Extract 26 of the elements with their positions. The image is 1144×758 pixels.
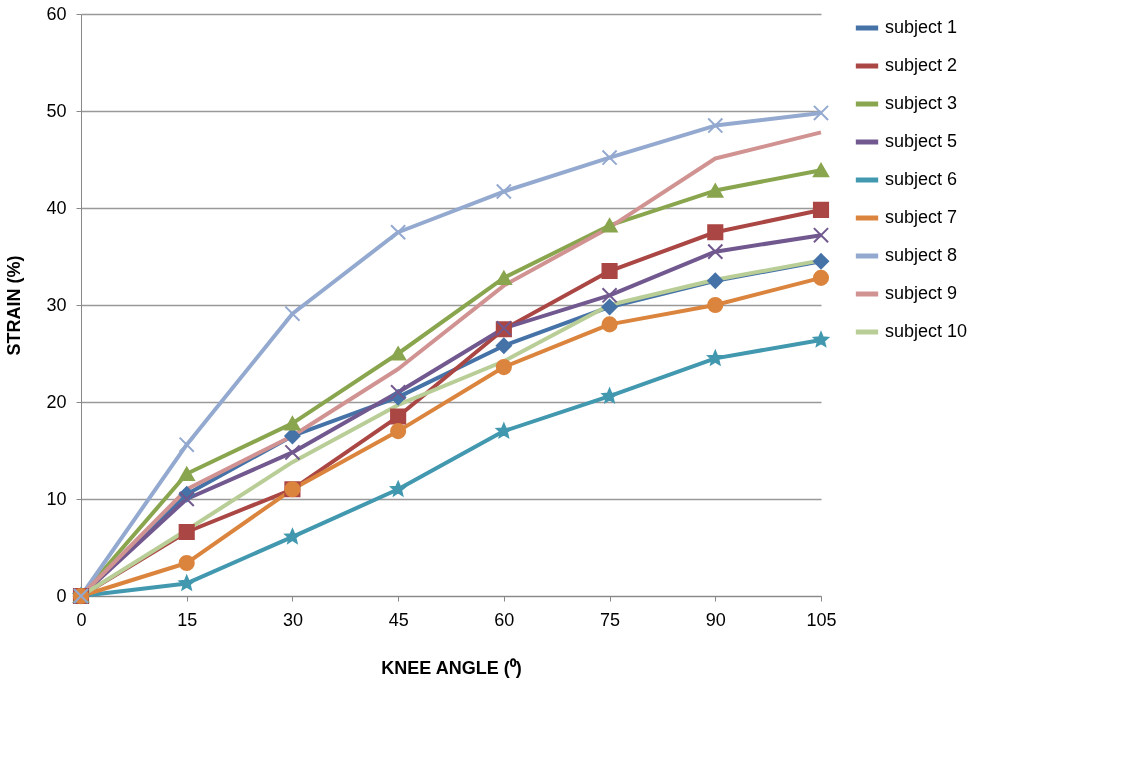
x-tick-label: 90 [705, 609, 726, 630]
y-axis-title: STRAIN (%) [4, 255, 25, 356]
y-tick-label: 40 [46, 197, 67, 218]
x-tick-label: 75 [600, 609, 621, 630]
x-axis-title: KNEE ANGLE (⁰) [381, 657, 522, 678]
y-tick-label: 20 [46, 391, 67, 412]
legend-label: subject 9 [885, 283, 958, 303]
legend-label: subject 6 [885, 169, 958, 189]
legend-label: subject 5 [885, 131, 958, 151]
legend-label: subject 10 [885, 321, 968, 341]
x-tick-label: 45 [388, 609, 409, 630]
legend-label: subject 7 [885, 207, 958, 227]
x-tick-label: 105 [806, 609, 837, 630]
y-tick-label: 10 [46, 488, 67, 509]
x-tick-label: 30 [282, 609, 303, 630]
y-tick-label: 30 [46, 294, 67, 315]
legend-label: subject 2 [885, 55, 958, 75]
y-tick-label: 50 [46, 100, 67, 121]
x-tick-label: 0 [76, 609, 87, 630]
legend-label: subject 1 [885, 17, 958, 37]
x-tick-label: 15 [177, 609, 198, 630]
legend-label: subject 8 [885, 245, 958, 265]
y-tick-label: 0 [56, 585, 67, 606]
y-tick-label: 60 [46, 3, 67, 24]
x-tick-label: 60 [494, 609, 515, 630]
legend-label: subject 3 [885, 93, 958, 113]
